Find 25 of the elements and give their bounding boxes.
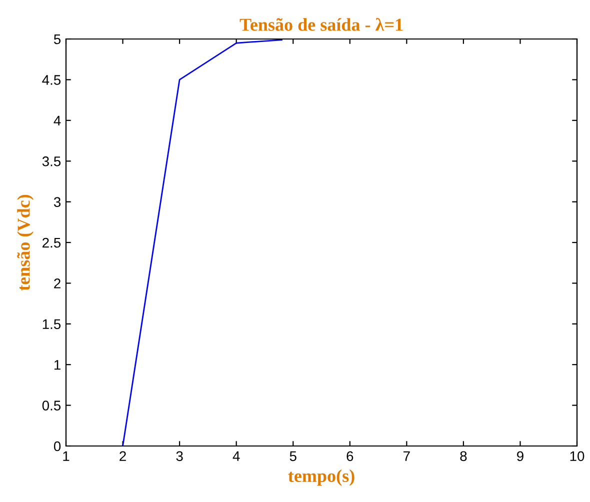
x-tick-label: 1 [63, 451, 70, 461]
x-tick-label: 8 [460, 451, 467, 462]
x-tick-label: 9 [517, 451, 524, 462]
y-tick-label: 5 [54, 34, 61, 44]
x-axis-title: tempo(s) [288, 469, 354, 486]
y-axis-title: tensão (Vdc) [17, 194, 34, 291]
x-tick-label: 2 [120, 451, 126, 461]
chart-title: Tensão de saída - λ=1 [240, 18, 403, 31]
y-tick-label: 0.5 [42, 400, 61, 410]
x-tick-label: 7 [404, 451, 410, 461]
y-tick-label: 2.5 [42, 238, 61, 248]
y-tick-label: 4 [54, 116, 61, 126]
x-tick-label: 4 [232, 451, 240, 461]
y-tick-label: 2 [54, 278, 60, 288]
x-tick-label: 6 [346, 451, 354, 462]
y-tick-label: 0 [54, 441, 61, 452]
y-tick-label: 3 [54, 197, 61, 207]
x-tick-label: 5 [290, 451, 296, 462]
y-tick-label: 1 [54, 360, 60, 370]
line-series [122, 39, 282, 446]
x-tick-label: 10 [570, 451, 584, 462]
y-tick-label: 3.5 [42, 156, 61, 166]
y-tick-label: 1.5 [42, 319, 61, 330]
y-tick-label: 4.5 [42, 75, 61, 85]
x-tick-label: 3 [176, 451, 183, 462]
